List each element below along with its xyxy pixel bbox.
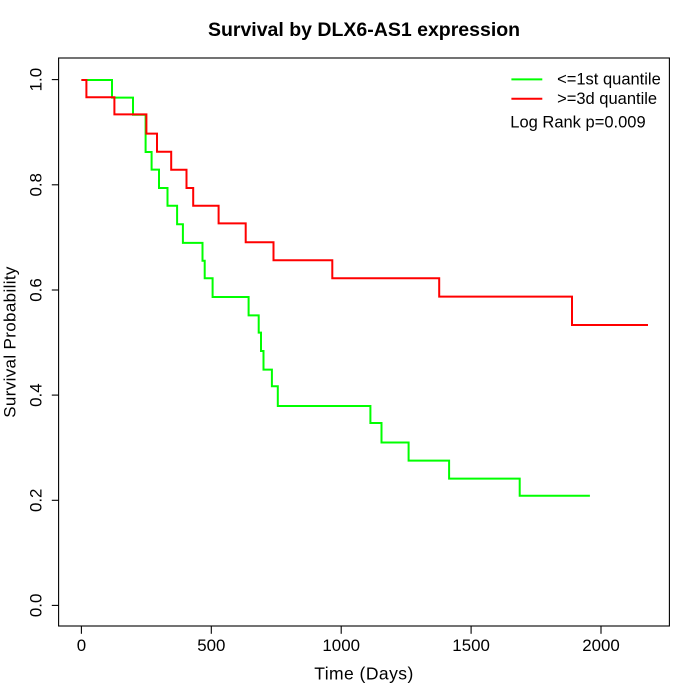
svg-text:1000: 1000 [322, 636, 360, 655]
svg-text:1.0: 1.0 [27, 68, 46, 91]
svg-text:2000: 2000 [582, 636, 620, 655]
svg-text:Survival by DLX6-AS1 expressio: Survival by DLX6-AS1 expression [208, 19, 520, 41]
svg-text:0.0: 0.0 [27, 594, 46, 617]
svg-text:<=1st quantile: <=1st quantile [557, 70, 661, 88]
svg-text:0: 0 [77, 636, 86, 655]
svg-text:0.4: 0.4 [27, 383, 46, 406]
svg-text:500: 500 [197, 636, 225, 655]
svg-text:0.8: 0.8 [27, 173, 46, 196]
svg-text:Time (Days): Time (Days) [314, 664, 414, 684]
svg-text:Survival Probability: Survival Probability [1, 266, 20, 418]
svg-text:0.6: 0.6 [27, 278, 46, 301]
svg-text:Log Rank p=0.009: Log Rank p=0.009 [510, 114, 645, 132]
svg-text:>=3d quantile: >=3d quantile [557, 90, 657, 108]
svg-text:0.2: 0.2 [27, 489, 46, 512]
svg-text:1500: 1500 [452, 636, 490, 655]
